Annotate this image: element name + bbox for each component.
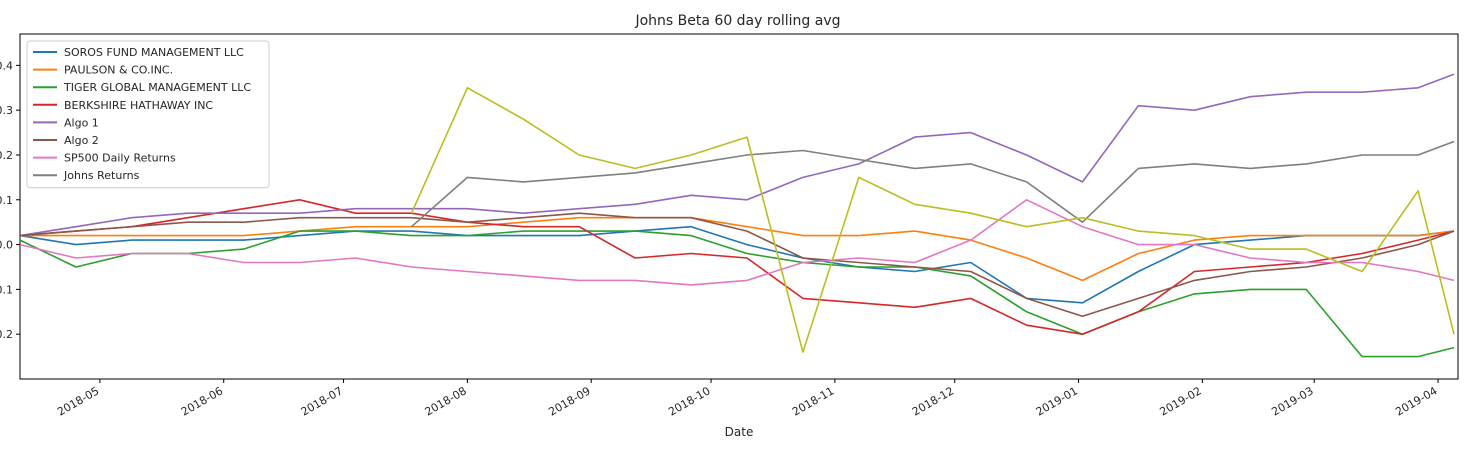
series-line-4 — [19, 73, 1455, 237]
x-tick-label-10: 2019-03 — [1269, 384, 1315, 418]
series-line-5 — [19, 212, 1455, 318]
series-line-7 — [410, 140, 1455, 228]
x-tick-label-11: 2019-04 — [1393, 384, 1439, 418]
series-line-1 — [20, 216, 1455, 282]
series-lines — [19, 73, 1455, 358]
x-tick-label-7: 2018-12 — [910, 384, 956, 418]
x-tick-label-0: 2018-05 — [55, 384, 101, 418]
legend-label-3: BERKSHIRE HATHAWAY INC — [64, 99, 213, 112]
x-tick-label-2: 2018-07 — [299, 384, 345, 418]
series-line-6 — [19, 199, 1455, 286]
y-tick-label-4: 0.0 — [0, 239, 13, 252]
legend-label-1: PAULSON & CO.INC. — [64, 64, 173, 77]
series-line-8 — [410, 87, 1455, 353]
legend: SOROS FUND MANAGEMENT LLC PAULSON & CO.IN… — [26, 40, 270, 189]
legend-label-0: SOROS FUND MANAGEMENT LLC — [64, 46, 244, 59]
y-tick-label-6: 0.2 — [0, 328, 13, 341]
x-tick-label-6: 2018-11 — [790, 384, 836, 418]
y-tick-label-0: 0.4 — [0, 59, 13, 72]
x-tick-label-3: 2018-08 — [423, 384, 469, 418]
x-tick-label-8: 2019-01 — [1034, 384, 1080, 418]
legend-label-7: Johns Returns — [63, 169, 140, 182]
plot-area — [19, 33, 1459, 380]
chart-title: Johns Beta 60 day rolling avg — [634, 13, 840, 29]
y-tick-label-3: 0.1 — [0, 194, 13, 207]
series-line-0 — [19, 225, 1455, 304]
x-tick-label-9: 2019-02 — [1158, 384, 1204, 418]
legend-label-2: TIGER GLOBAL MANAGEMENT LLC — [63, 81, 251, 94]
y-tick-label-5: 0.1 — [0, 283, 13, 296]
y-tick-label-2: 0.2 — [0, 149, 13, 162]
x-axis-label: Date — [725, 425, 754, 439]
series-line-3 — [19, 199, 1455, 336]
y-axis: 0.4 0.3 0.2 0.1 0.0 0.1 0.2 — [0, 59, 20, 341]
legend-frame — [26, 40, 270, 189]
legend-label-6: SP500 Daily Returns — [64, 152, 176, 165]
series-line-2 — [19, 230, 1455, 358]
x-tick-label-4: 2018-09 — [546, 384, 592, 418]
x-tick-label-1: 2018-06 — [179, 384, 225, 418]
x-tick-label-5: 2018-10 — [666, 384, 712, 418]
x-axis: 2018-05 2018-06 2018-07 2018-08 2018-09 2018-… — [55, 379, 1440, 419]
y-tick-label-1: 0.3 — [0, 104, 13, 117]
legend-label-4: Algo 1 — [64, 116, 99, 129]
legend-label-5: Algo 2 — [64, 134, 99, 147]
